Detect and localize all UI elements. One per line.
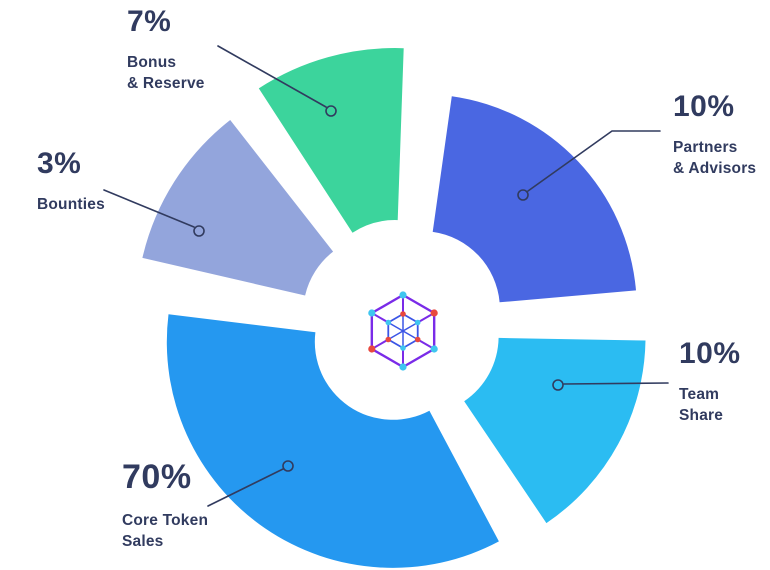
slice-callout-bounties: 3% Bounties [37,147,105,215]
slice-name-bounties: Bounties [37,196,105,213]
logo-node-dot [414,336,421,343]
logo-node-dot [368,309,376,317]
slice-name-partners: Partners & Advisors [673,139,757,177]
leader-dot-bonus [325,105,337,117]
leader-dot-partners [517,189,529,201]
logo-node-dot [430,309,438,317]
logo-node-dot [399,291,407,299]
logo-node-dot [430,345,438,353]
slice-callout-core: 70% Core Token Sales [122,458,208,552]
slice-name-core: Core Token Sales [122,512,209,550]
slice-name-bonus: Bonus & Reserve [127,54,205,92]
slice-percent-core: 70% [122,458,192,496]
slice-percent-partners: 10% [673,90,735,123]
leader-line-team [563,382,669,385]
slice-callout-bonus: 7% Bonus & Reserve [127,5,205,94]
slice-name-team: Team Share [679,386,724,424]
slice-percent-bounties: 3% [37,147,82,180]
logo-node-dot [400,345,406,351]
hexagon-network-logo-icon [368,291,438,371]
leader-dot-team [552,379,564,391]
leader-line-bounties [103,189,195,228]
leader-line-core [207,468,284,507]
pie-slice-team [464,337,646,524]
logo-node-dot [400,311,406,317]
leader-line-partners [527,130,661,192]
leader-line-bonus [217,45,327,108]
leader-dot-bounties [193,225,205,237]
leader-dot-core [282,460,294,472]
slice-percent-team: 10% [679,337,741,370]
logo-node-dot [399,363,407,371]
pie-slice-partners [432,96,636,303]
pie-slice-bounties [142,120,334,296]
pie-slice-bonus [258,48,404,233]
slice-percent-bonus: 7% [127,5,172,38]
logo-node-dot [385,319,392,326]
logo-node-dot [368,345,376,353]
logo-node-dot [414,319,421,326]
slice-callout-team: 10% Team Share [679,337,741,426]
logo-cross-line [387,321,419,341]
logo-node-dot [385,336,392,343]
slice-callout-partners: 10% Partners & Advisors [673,90,756,179]
pie-slice-core [166,314,499,568]
